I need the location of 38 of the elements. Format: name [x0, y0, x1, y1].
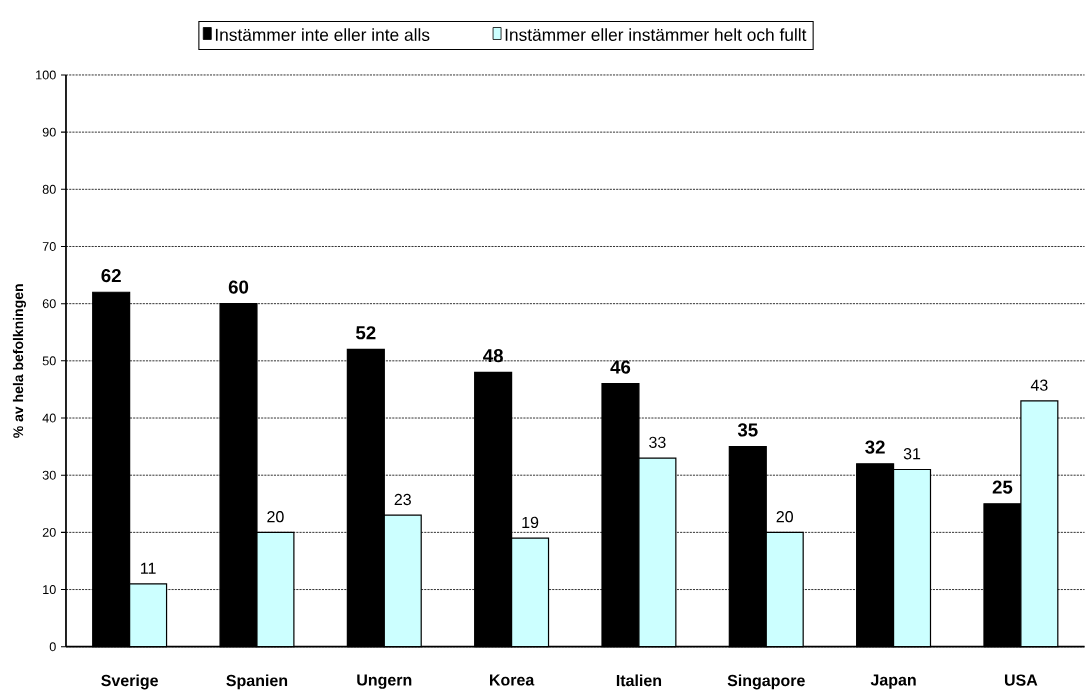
x-tick-label: Spanien [226, 674, 288, 690]
y-tick-label: 60 [42, 299, 56, 309]
data-label: 32 [865, 440, 885, 454]
x-tick-label: Korea [490, 674, 535, 686]
data-label: 23 [394, 493, 411, 506]
legend-label: Instämmer inte eller inte alls [215, 28, 430, 42]
y-tick-label: 40 [42, 413, 56, 423]
y-axis-title: % av hela befolkningen [12, 284, 26, 438]
y-tick-label: 0 [49, 642, 56, 652]
data-label: 19 [522, 516, 539, 529]
data-label: 20 [776, 511, 793, 523]
data-label: 52 [356, 326, 376, 340]
data-label: 11 [141, 562, 156, 574]
data-label: 60 [228, 280, 249, 294]
legend-label: Instämmer eller instämmer helt och fullt [505, 28, 807, 42]
data-label: 33 [649, 436, 666, 449]
x-tick-label: Ungern [357, 674, 412, 689]
y-tick-label: 80 [42, 184, 56, 194]
x-tick-label: USA [1004, 674, 1038, 686]
x-tick-label: Japan [870, 674, 916, 689]
y-tick-label: 50 [42, 356, 56, 366]
data-label: 25 [992, 480, 1013, 494]
data-label: 31 [903, 448, 921, 460]
y-tick-label: 30 [42, 470, 56, 480]
data-label: 20 [267, 511, 284, 523]
x-tick-label: Singapore [727, 674, 805, 690]
data-label: 43 [1030, 379, 1048, 391]
data-label: 62 [101, 269, 121, 283]
y-tick-label: 70 [42, 242, 56, 252]
y-tick-label: 100 [36, 70, 56, 80]
x-tick-label: Italien [616, 674, 662, 687]
data-label: 35 [737, 423, 758, 437]
y-tick-label: 10 [43, 585, 56, 595]
data-label: 46 [610, 360, 631, 374]
y-tick-label: 90 [42, 127, 56, 137]
x-tick-label: Sverige [101, 674, 158, 690]
y-tick-label: 20 [42, 527, 56, 537]
data-label: 48 [483, 349, 503, 363]
